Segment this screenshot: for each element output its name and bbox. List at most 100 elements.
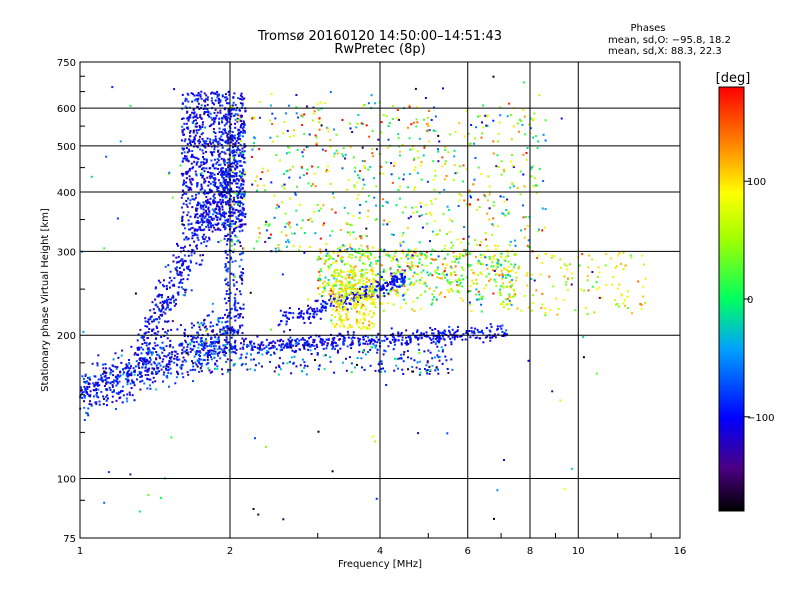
echo-point	[226, 327, 229, 330]
echo-point	[313, 315, 316, 318]
echo-point	[182, 356, 185, 359]
echo-point	[418, 368, 421, 371]
echo-point	[335, 344, 338, 347]
echo-point	[387, 283, 390, 286]
echo-point	[405, 302, 407, 305]
echo-point	[157, 295, 160, 298]
echo-point	[229, 327, 232, 330]
echo-point	[239, 119, 242, 122]
echo-point	[402, 373, 405, 375]
echo-point	[243, 195, 246, 198]
echo-point	[491, 261, 494, 264]
echo-point	[222, 177, 225, 179]
echo-point	[331, 347, 334, 350]
echo-point	[213, 356, 216, 359]
echo-point	[432, 337, 435, 340]
echo-point	[386, 292, 389, 295]
echo-point	[360, 273, 363, 275]
echo-point	[347, 270, 350, 273]
echo-point	[422, 269, 425, 272]
echo-point	[238, 135, 240, 138]
echo-point	[426, 180, 429, 183]
echo-point	[525, 274, 528, 277]
echo-point	[364, 286, 367, 289]
echo-point	[163, 371, 166, 374]
echo-point	[488, 185, 491, 188]
echo-point	[353, 305, 355, 308]
echo-point	[143, 360, 146, 363]
echo-point	[205, 352, 208, 355]
echo-point	[265, 345, 268, 348]
echo-point	[193, 160, 196, 163]
echo-point	[112, 365, 115, 368]
echo-point	[219, 152, 222, 155]
echo-point	[488, 193, 491, 196]
echo-point	[332, 339, 335, 341]
echo-point	[201, 324, 204, 327]
echo-point	[162, 284, 164, 287]
echo-point	[332, 342, 335, 344]
echo-point	[387, 302, 390, 304]
echo-point	[571, 277, 574, 280]
echo-point	[257, 227, 260, 230]
echo-point	[234, 341, 236, 344]
echo-point	[364, 342, 367, 345]
echo-point	[137, 365, 140, 368]
echo-point	[370, 268, 373, 271]
echo-point	[241, 104, 244, 107]
echo-point	[256, 351, 259, 354]
echo-point	[326, 344, 329, 347]
echo-point	[400, 257, 403, 260]
echo-point	[230, 211, 233, 214]
echo-point	[364, 353, 367, 356]
echo-point	[467, 132, 470, 135]
echo-point	[352, 271, 355, 274]
echo-point	[226, 97, 229, 100]
echo-point	[408, 266, 411, 268]
echo-point	[286, 343, 289, 346]
echo-point	[220, 192, 223, 195]
echo-point	[220, 183, 223, 186]
echo-point	[118, 375, 121, 378]
echo-point	[397, 133, 400, 136]
echo-point	[233, 331, 236, 334]
echo-point	[527, 239, 530, 242]
echo-point	[520, 120, 523, 122]
echo-point	[347, 212, 350, 215]
echo-point	[214, 185, 216, 187]
echo-point	[181, 102, 184, 105]
echo-point	[461, 266, 463, 269]
echo-point	[213, 211, 216, 214]
echo-point	[234, 118, 237, 121]
echo-point	[321, 339, 324, 342]
echo-point	[184, 339, 187, 342]
echo-point	[288, 360, 291, 363]
echo-point	[503, 267, 506, 270]
echo-point	[233, 175, 236, 178]
echo-point	[219, 104, 222, 107]
echo-point	[183, 259, 186, 262]
echo-point	[193, 240, 196, 243]
echo-point	[210, 222, 212, 225]
echo-point	[387, 292, 390, 295]
echo-point	[90, 403, 93, 406]
echo-point	[231, 260, 234, 263]
echo-point	[236, 240, 239, 243]
echo-point	[225, 340, 228, 343]
echo-point	[277, 244, 280, 246]
echo-point	[349, 270, 351, 273]
echo-point	[163, 349, 166, 352]
echo-point	[219, 330, 222, 333]
echo-point	[116, 382, 119, 385]
echo-point	[563, 487, 566, 490]
echo-point	[485, 275, 488, 278]
echo-point	[185, 236, 188, 239]
echo-point	[264, 189, 267, 192]
echo-point	[217, 336, 220, 339]
echo-point	[199, 188, 202, 191]
echo-point	[457, 326, 459, 328]
echo-point	[339, 296, 342, 298]
echo-point	[199, 344, 202, 347]
echo-point	[622, 268, 625, 271]
echo-point	[226, 239, 229, 242]
